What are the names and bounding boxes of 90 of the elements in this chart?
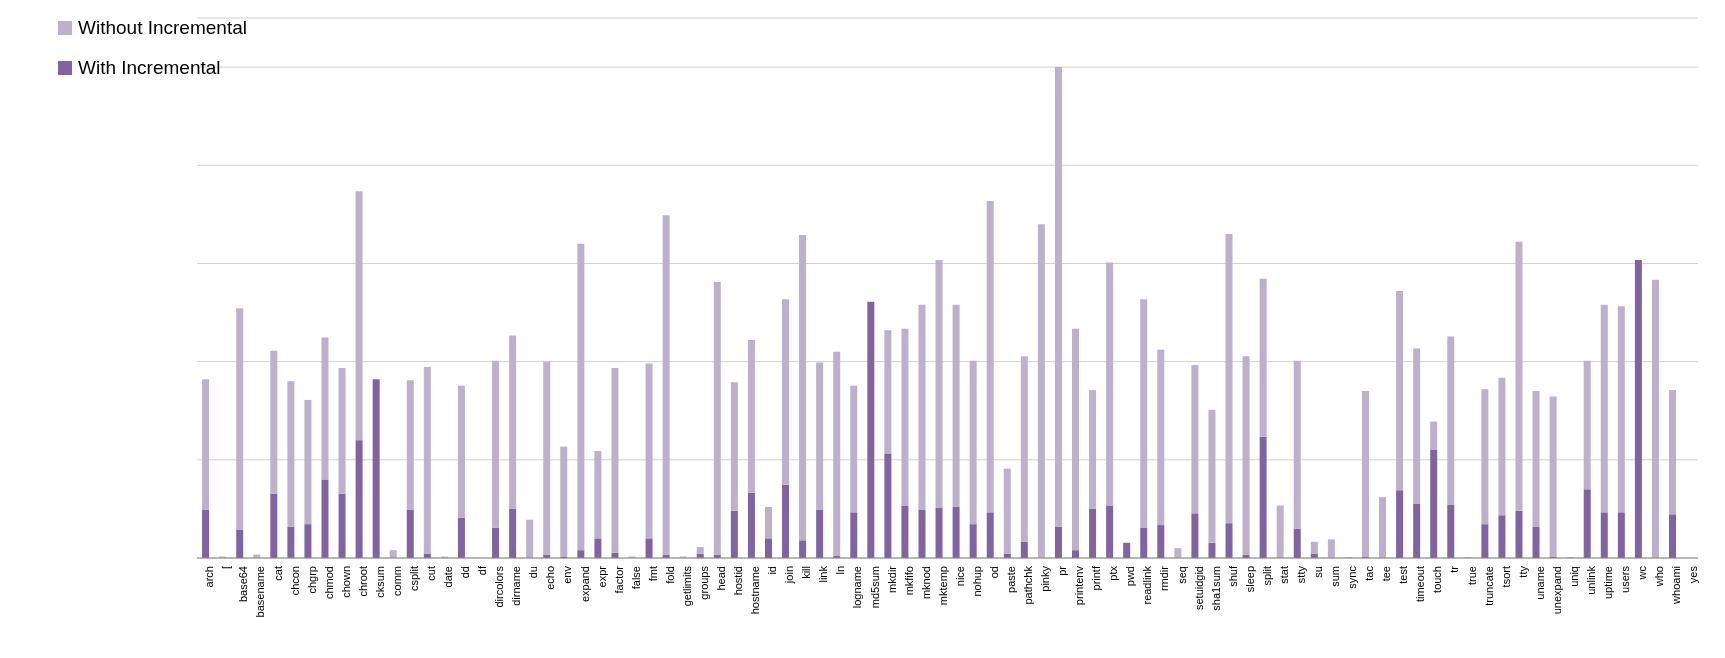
x-tick-label: join: [783, 566, 796, 585]
x-tick-label: basename: [254, 566, 267, 618]
x-tick-label: printf: [1090, 565, 1103, 591]
x-tick-label: uptime: [1602, 566, 1614, 600]
x-tick-label: whoami: [1670, 566, 1683, 605]
x-tick-label: split: [1260, 566, 1273, 586]
x-tick-label: head: [715, 566, 728, 591]
x-tick-label: timeout: [1414, 566, 1427, 603]
legend-label: With Incremental: [78, 57, 221, 79]
x-tick-label: tac: [1363, 565, 1376, 581]
x-tick-label: date: [442, 566, 455, 588]
x-tick-label: pr: [1056, 565, 1069, 576]
x-tick-label: getlimits: [680, 565, 693, 607]
x-tick-label: mkfifo: [902, 566, 915, 596]
x-tick-label: truncate: [1482, 566, 1495, 606]
x-tick-label: comm: [390, 566, 403, 596]
x-tick-label: link: [817, 565, 830, 583]
x-tick-label: [: [220, 566, 233, 570]
legend-label: Without Incremental: [78, 17, 247, 39]
x-tick-label: pinky: [1039, 565, 1052, 592]
x-tick-label: chmod: [322, 566, 335, 600]
x-tick-label: cksum: [373, 566, 386, 598]
x-tick-label: groups: [697, 565, 710, 600]
x-tick-label: env: [561, 565, 574, 584]
x-tick-label: nice: [953, 566, 966, 587]
x-tick-label: stty: [1294, 565, 1307, 584]
x-tick-label: fmt: [646, 566, 659, 582]
x-tick-label: df: [476, 565, 489, 576]
x-tick-label: setuidgid: [1192, 566, 1205, 611]
x-tick-label: seq: [1175, 566, 1188, 584]
x-tick-label: ln: [834, 566, 847, 575]
x-tick-label: du: [527, 566, 540, 579]
x-tick-label: tsort: [1499, 566, 1512, 588]
x-tick-label: users: [1619, 565, 1632, 593]
x-tick-label: cat: [271, 566, 284, 581]
x-tick-label: chcon: [288, 566, 301, 596]
x-tick-label: arch: [203, 566, 216, 588]
x-tick-label: printenv: [1073, 565, 1086, 606]
x-tick-label: mkdir: [885, 565, 898, 593]
x-tick-label: false: [629, 566, 642, 590]
x-tick-label: tr: [1448, 565, 1461, 573]
x-tick-label: hostname: [749, 566, 762, 615]
x-tick-label: shuf: [1226, 565, 1239, 587]
x-tick-label: sync: [1346, 565, 1359, 589]
x-tick-label: logname: [851, 566, 864, 609]
x-tick-label: tty: [1516, 565, 1529, 578]
x-tick-label: sum: [1329, 566, 1342, 587]
x-tick-label: readlink: [1141, 565, 1154, 605]
x-tick-label: yes: [1687, 565, 1700, 584]
x-tick-label: hostid: [732, 566, 745, 596]
x-tick-label: uniq: [1567, 566, 1580, 587]
x-tick-label: touch: [1431, 566, 1444, 593]
x-tick-label: expand: [578, 566, 591, 603]
x-tick-label: base64: [237, 566, 250, 603]
x-tick-label: factor: [612, 565, 625, 594]
x-tick-label: who: [1653, 566, 1666, 588]
x-tick-label: expr: [595, 565, 608, 588]
x-tick-label: rmdir: [1158, 565, 1171, 592]
x-tick-label: md5sum: [868, 566, 881, 609]
x-tick-label: su: [1312, 566, 1325, 578]
x-tick-label: mktemp: [936, 566, 949, 606]
x-tick-label: mknod: [919, 566, 932, 600]
x-tick-label: paste: [1004, 566, 1017, 593]
x-tick-label: unlink: [1584, 565, 1597, 595]
x-tick-label: id: [766, 566, 779, 575]
x-tick-label: kill: [800, 566, 813, 579]
x-tick-label: dirname: [510, 566, 523, 606]
x-tick-label: wc: [1636, 565, 1649, 581]
x-tick-label: sleep: [1243, 566, 1256, 593]
x-tick-label: od: [987, 566, 1000, 579]
x-tick-label: unexpand: [1550, 566, 1563, 615]
x-tick-label: true: [1465, 566, 1478, 585]
x-tick-label: dircolors: [493, 565, 506, 608]
x-tick-label: fold: [663, 566, 676, 584]
x-tick-label: ptx: [1107, 565, 1120, 581]
x-tick-label: sha1sum: [1209, 566, 1222, 611]
x-tick-label: test: [1397, 566, 1410, 584]
x-tick-label: chgrp: [305, 566, 318, 594]
x-tick-label: chroot: [356, 566, 369, 597]
x-tick-label: echo: [544, 566, 557, 590]
x-tick-label: dd: [459, 566, 472, 579]
x-tick-label: csplit: [407, 566, 420, 592]
x-tick-label: cut: [425, 566, 438, 581]
x-tick-label: tee: [1380, 566, 1393, 582]
x-tick-label: pathchk: [1022, 565, 1035, 605]
x-tick-label: pwd: [1124, 566, 1137, 587]
x-tick-label: uname: [1533, 566, 1546, 600]
x-tick-label: chown: [339, 566, 352, 598]
x-tick-label: stat: [1277, 566, 1290, 584]
x-tick-label: nohup: [970, 566, 983, 597]
